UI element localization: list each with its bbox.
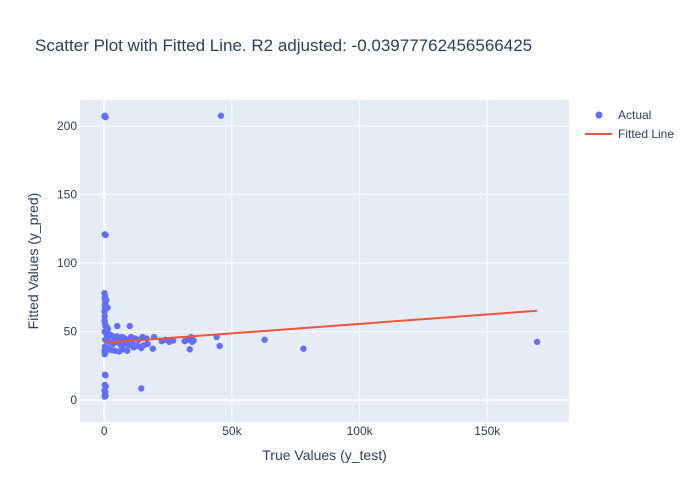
y-tick-labels: 0 50 100 150 200 (57, 119, 77, 407)
data-point[interactable] (216, 342, 223, 350)
data-point[interactable] (300, 345, 307, 352)
data-point[interactable] (170, 337, 177, 344)
data-point[interactable] (138, 344, 145, 352)
legend-marker-actual (595, 111, 603, 119)
data-point[interactable] (533, 338, 541, 346)
y-tick-label: 0 (70, 393, 77, 407)
x-tick-label: 100k (347, 424, 374, 438)
legend-item-actual[interactable]: Actual (595, 108, 652, 122)
data-point[interactable] (261, 336, 268, 343)
x-tick-label: 0 (101, 424, 108, 438)
y-axis-title: Fitted Values (y_pred) (25, 193, 41, 330)
y-tick-label: 100 (57, 256, 77, 270)
y-tick-label: 200 (57, 119, 77, 133)
fitted-line[interactable] (104, 309, 538, 344)
data-point[interactable] (126, 322, 133, 330)
data-point[interactable] (102, 113, 109, 121)
data-point[interactable] (101, 393, 108, 400)
legend-label-actual: Actual (618, 108, 651, 122)
x-tick-label: 150k (474, 424, 501, 438)
data-point[interactable] (101, 308, 108, 315)
legend-item-fitted-line[interactable]: Fitted Line (585, 127, 674, 141)
data-point[interactable] (114, 322, 121, 330)
x-tick-label: 50k (222, 424, 242, 438)
legend[interactable]: Actual Fitted Line (585, 108, 674, 141)
x-gridlines (103, 100, 488, 422)
data-point[interactable] (190, 337, 197, 344)
y-gridlines (80, 125, 569, 402)
data-point[interactable] (124, 347, 131, 354)
y-tick-label: 50 (64, 325, 78, 339)
legend-label-fitted-line: Fitted Line (618, 127, 674, 141)
x-axis-title: True Values (y_test) (262, 447, 387, 463)
x-tick-labels: 0 50k 100k 150k (101, 424, 501, 438)
data-point[interactable] (101, 350, 108, 358)
data-point[interactable] (217, 112, 225, 119)
data-point[interactable] (149, 345, 156, 352)
data-point[interactable] (102, 231, 109, 239)
y-tick-label: 150 (57, 188, 77, 202)
chart-title: Scatter Plot with Fitted Line. R2 adjust… (35, 36, 532, 55)
series-actual-points (101, 112, 541, 400)
plot-background (80, 100, 569, 422)
data-point[interactable] (138, 385, 145, 392)
data-point[interactable] (102, 372, 109, 379)
data-point[interactable] (186, 346, 194, 353)
data-point[interactable] (144, 340, 151, 348)
series-layer (101, 112, 541, 400)
